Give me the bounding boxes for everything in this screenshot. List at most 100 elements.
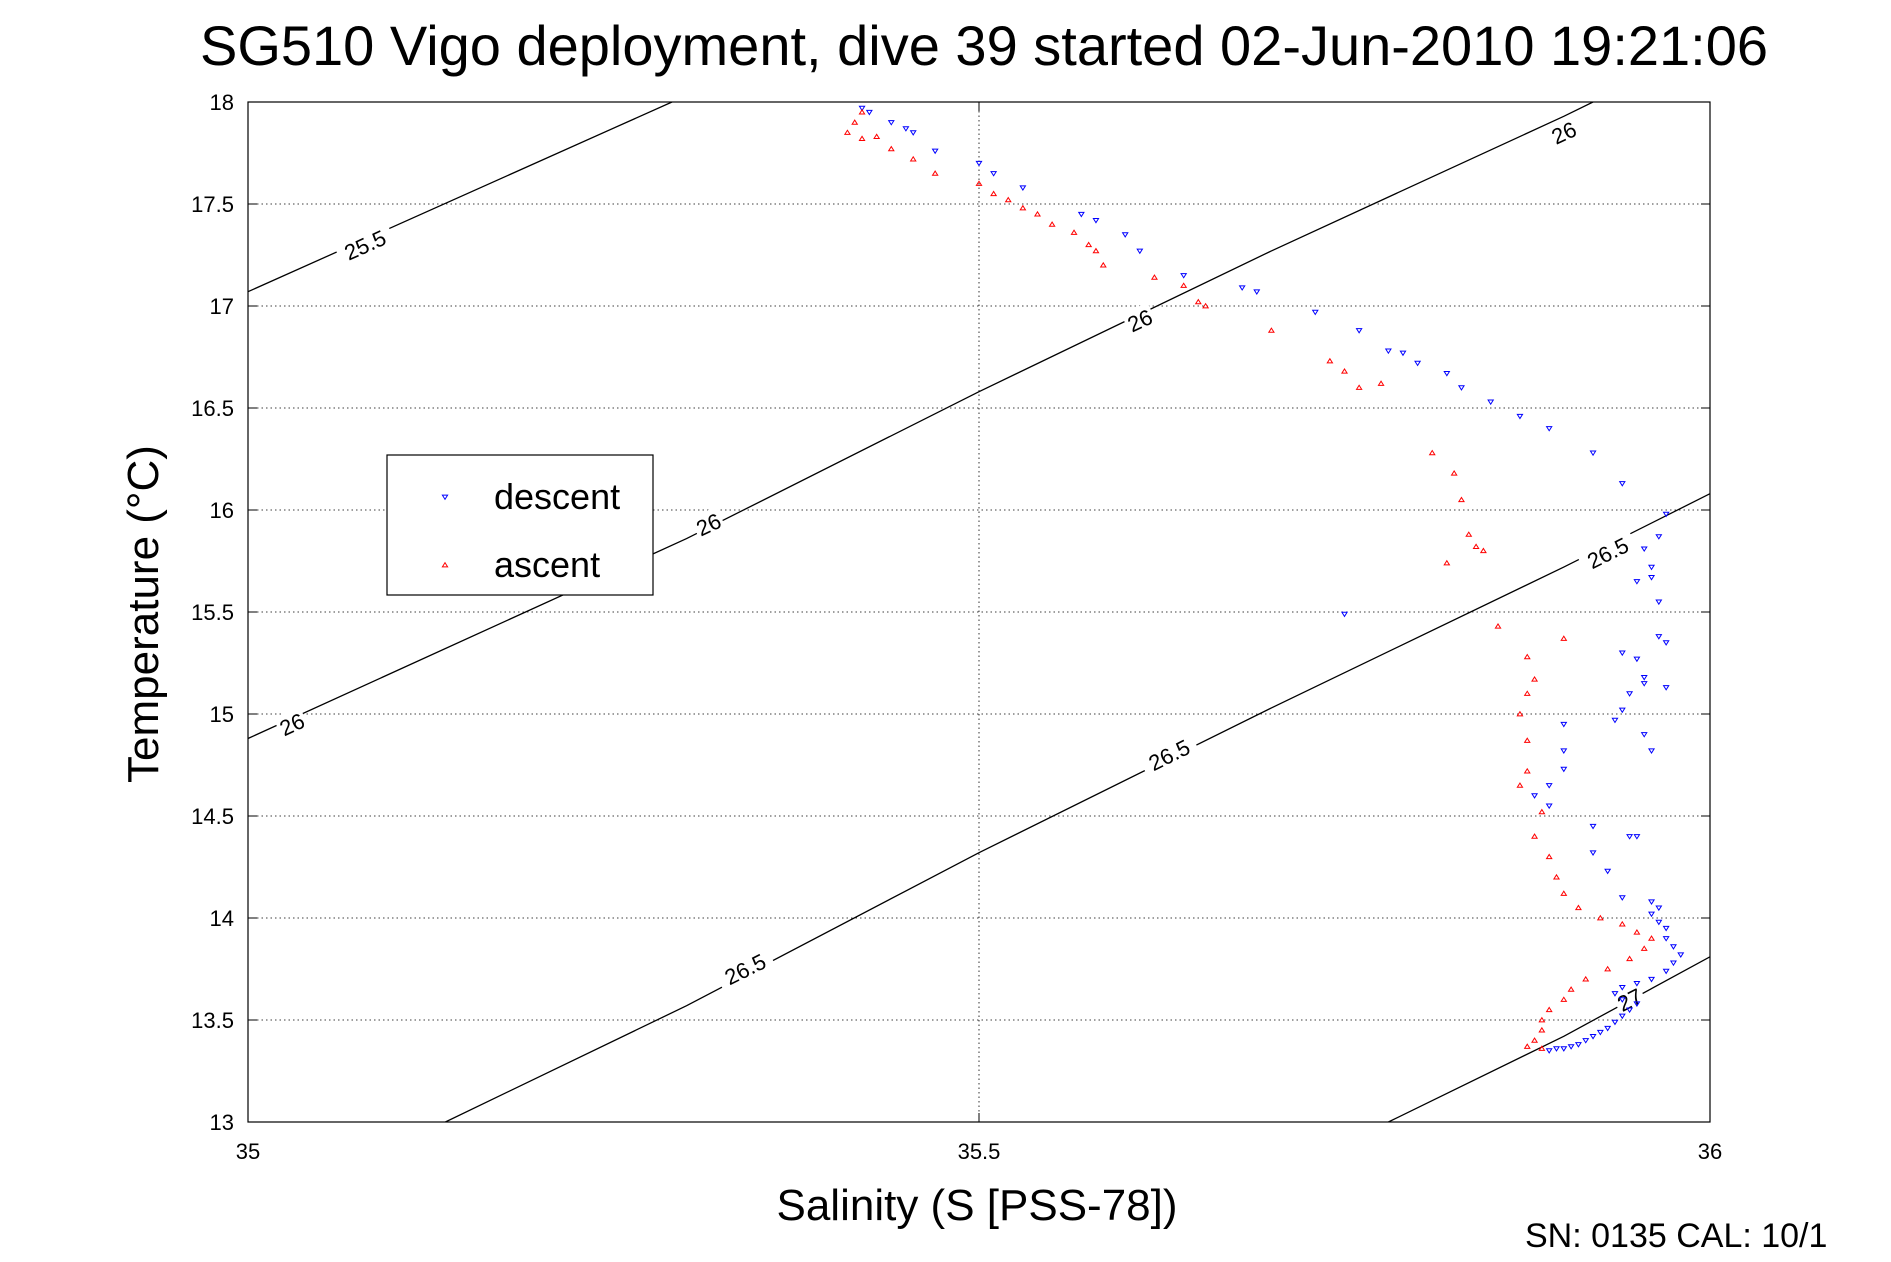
descent-point: [1662, 511, 1670, 518]
descent-point: [1604, 1025, 1612, 1032]
y-tick-label: 14: [210, 906, 234, 931]
descent-point: [1589, 1034, 1597, 1040]
descent-point: [1640, 674, 1648, 681]
chart-title: SG510 Vigo deployment, dive 39 started 0…: [200, 14, 1768, 77]
y-tick-label: 15: [210, 702, 234, 727]
ascent-point: [1626, 955, 1634, 962]
descent-point: [1560, 721, 1568, 728]
descent-point: [1545, 783, 1553, 789]
descent-point: [975, 160, 983, 167]
descent-point: [887, 120, 895, 126]
ascent-point: [1355, 384, 1363, 390]
ascent-point: [843, 129, 851, 135]
legend-marker-descent: [441, 494, 449, 501]
y-tick-label: 18: [210, 90, 234, 115]
ascent-point: [1531, 1037, 1539, 1043]
descent-point: [1136, 248, 1144, 255]
contour-label-background: [713, 944, 777, 994]
descent-point: [1640, 681, 1648, 687]
descent-point: [1560, 766, 1568, 773]
descent-point: [1560, 1046, 1568, 1052]
descent-point: [1662, 925, 1670, 932]
x-tick-label: 35.5: [958, 1139, 1001, 1164]
ascent-point: [1450, 469, 1458, 476]
descent-point: [1567, 1044, 1575, 1050]
descent-point: [1611, 991, 1619, 997]
ascent-point: [1640, 945, 1648, 951]
descent-point: [1589, 450, 1597, 457]
descent-point: [865, 109, 873, 116]
descent-point: [1626, 1007, 1634, 1014]
ascent-point: [1267, 327, 1275, 333]
descent-point: [1253, 289, 1261, 296]
y-tick-label: 16: [210, 498, 234, 523]
descent-point: [1648, 911, 1656, 918]
descent-point: [1582, 1038, 1590, 1044]
descent-point: [931, 148, 939, 155]
contour-label-background: [333, 221, 397, 269]
y-tick-label: 13.5: [191, 1008, 234, 1033]
ascent-point: [1538, 1045, 1546, 1051]
ascent-point: [1560, 890, 1568, 896]
ascent-point: [1004, 196, 1012, 203]
descent-point: [1399, 350, 1407, 357]
contour-label-background: [689, 506, 728, 543]
ascent-point: [1574, 904, 1582, 911]
descent-point: [1677, 952, 1685, 959]
ascent-point: [1070, 229, 1078, 235]
descent-point: [1560, 748, 1568, 755]
descent-point: [1655, 919, 1663, 926]
descent-point: [1662, 685, 1670, 691]
ascent-point: [1545, 853, 1553, 860]
descent-point: [1384, 348, 1392, 355]
descent-point: [1640, 546, 1648, 553]
ascent-point: [1523, 767, 1531, 774]
x-tick-label: 35: [236, 1139, 260, 1164]
ascent-point: [1552, 873, 1560, 880]
ascent-point: [1202, 302, 1210, 309]
descent-point: [1633, 579, 1641, 585]
contour-label-background: [1121, 302, 1159, 339]
descent-point: [1655, 534, 1663, 540]
x-tick-label: 36: [1698, 1139, 1722, 1164]
descent-point: [1019, 185, 1027, 191]
descent-point: [1655, 599, 1663, 606]
descent-point: [1662, 936, 1670, 942]
descent-point: [1611, 717, 1619, 724]
legend-box: [386, 454, 654, 596]
descent-point: [1311, 309, 1319, 316]
legend-marker-ascent: [441, 561, 449, 568]
ascent-point: [1538, 1016, 1546, 1023]
descent-point: [1596, 1029, 1604, 1036]
descent-point: [1662, 968, 1670, 975]
ascent-point: [1180, 282, 1188, 288]
descent-point: [1443, 371, 1451, 377]
ascent-point: [1545, 1006, 1553, 1013]
ascent-point: [1523, 690, 1531, 696]
ascent-point: [1443, 559, 1451, 566]
descent-point: [1545, 803, 1553, 810]
descent-point: [1414, 360, 1422, 367]
ascent-point: [1048, 221, 1056, 227]
descent-point: [1618, 895, 1626, 901]
x-axis-label: Salinity (S [PSS-78]): [776, 1181, 1177, 1230]
ascent-point: [1523, 737, 1531, 743]
descent-point: [990, 171, 998, 177]
ascent-point: [1019, 204, 1027, 211]
descent-point: [1648, 564, 1656, 571]
isopycnal-line: [1388, 956, 1710, 1122]
ascent-point: [1538, 1026, 1546, 1033]
descent-point: [1077, 211, 1085, 218]
descent-point: [1669, 960, 1677, 967]
ascent-point: [1494, 622, 1502, 629]
ascent-point: [1340, 367, 1349, 374]
ascent-point: [1648, 935, 1656, 941]
ascent-point: [858, 108, 866, 115]
descent-point: [1611, 1019, 1619, 1026]
ascent-point: [1479, 547, 1487, 554]
ascent-point: [1618, 920, 1626, 927]
ascent-point: [1428, 449, 1436, 456]
descent-point: [909, 130, 917, 136]
